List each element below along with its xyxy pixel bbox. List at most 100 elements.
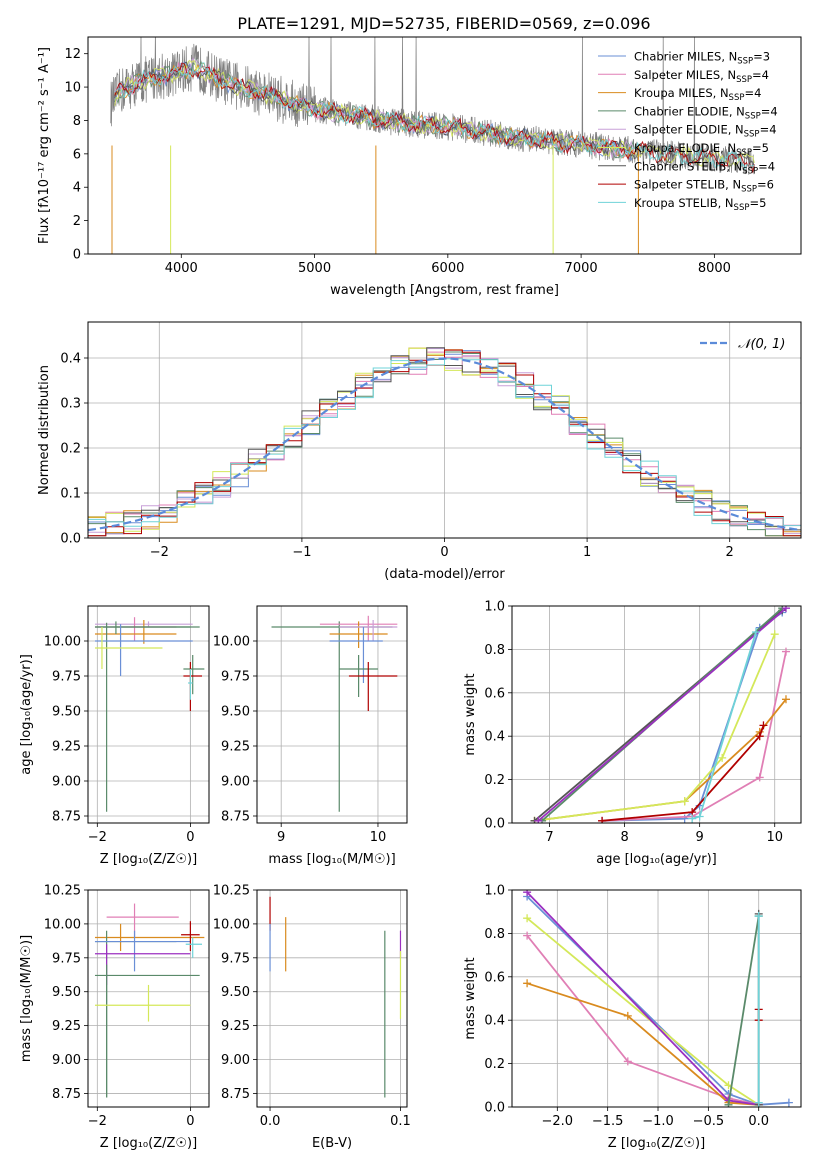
errorbar-point [329,621,388,648]
y-tick-label: 9.00 [221,775,250,790]
weight-point-marker [598,816,607,823]
y-tick-label: 10.00 [213,635,250,650]
weight-point-marker [523,979,532,988]
errorbar-point [94,984,191,1022]
y-tick-label: 0.2 [484,773,505,788]
y-tick-label: 9.75 [221,951,250,966]
x-tick-label: −2.0 [542,1114,574,1129]
x-tick-label: 7000 [565,261,598,276]
plots-layer: 4000 5000 6000 7000 8000024681012wavelength … [19,36,802,1152]
legend-label-6: Kroupa ELODIE, NSSP=5 [634,141,769,158]
errorbar-point [271,621,393,812]
axes-frame [87,36,802,255]
weight-point-marker [751,628,760,637]
x-tick-label: 6000 [431,261,464,276]
chart-mass_vs_Z: −2 0 8.75 9.00 9.25 9.50 9.75 10.00 10.25 Z [log₁… [19,884,210,1151]
y-tick-label: 10.00 [44,635,81,650]
errorbar-point [185,937,203,958]
x-axis-label: wavelength [Angstrom, rest frame] [330,283,559,298]
weight-point-marker [680,797,689,806]
gaussian-reference-line [88,357,801,532]
legend-label-1: Chabrier MILES, NSSP=3 [634,50,770,67]
plot-area-mass_vs_ebv [257,890,407,1107]
y-tick-label: 0.8 [484,643,505,658]
y-tick-label: 8.75 [52,1087,81,1102]
chart-residuals: −2 −1 0 1 2 0.0 0.1 0.2 0.3 0.4 (data-model)/error… [37,321,802,582]
y-tick-label: 8.75 [221,1087,250,1102]
errorbar-point [329,627,383,683]
legend-label-2: Salpeter MILES, NSSP=4 [634,68,769,85]
weight-point-marker [688,814,697,823]
legend-label-3: Kroupa MILES, NSSP=4 [634,86,761,103]
weight-point-marker [755,732,764,741]
y-tick-label: 9.00 [52,1053,81,1068]
x-tick-label: 9 [696,830,704,845]
plot-area-spectrum [110,37,755,254]
weight-point-marker [523,931,532,940]
chart-weight_vs_age: 7 8 9 10 0.0 0.2 0.4 0.6 0.8 1.0 age [log₁₀(age/yr… [463,600,802,867]
weight-point-marker [754,912,763,921]
y-tick-label: 10.00 [213,917,250,932]
x-tick-label: 0 [186,1114,194,1129]
errorbar-point [339,620,398,641]
chart-spectrum: 4000 5000 6000 7000 8000 0 2 4 6 8 10 12 wavelength … [37,36,802,298]
chart-age_vs_Z: −2 0 8.75 9.00 9.25 9.50 9.75 10.00 Z [log₁₀(Z/Z… [19,605,210,867]
x-axis-label: mass [log₁₀(M/M☉)] [268,852,395,867]
y-tick-label: 8.75 [52,810,81,825]
weight-series-line-1 [602,611,783,822]
y-tick-label: 1.0 [484,884,505,899]
y-tick-label: 0.4 [484,730,505,745]
weight-point-marker [781,695,790,704]
y-axis-label: Flux [fλ10⁻¹⁷ erg cm⁻² s⁻¹ A⁻¹] [37,47,52,244]
y-tick-label: 0.1 [60,487,81,502]
weight-series-line-5 [526,891,759,1106]
axes-frame [87,889,210,1108]
y-tick-label: 9.75 [221,670,250,685]
weight-point-marker [754,1098,763,1107]
y-tick-label: 9.75 [52,951,81,966]
weight-point-marker [718,753,727,762]
errorbar-point [94,923,205,952]
y-tick-label: 0 [73,248,81,263]
y-tick-label: 9.25 [52,740,81,755]
weight-point-marker [755,773,764,782]
plot-area-mass_vs_Z [88,890,209,1107]
y-tick-label: 8.75 [221,810,250,825]
y-tick-label: 10.25 [44,884,81,899]
errorbar-point [183,655,205,695]
figure-title: PLATE=1291, MJD=52735, FIBERID=0569, z=0… [237,14,650,33]
x-tick-label: 9 [277,830,285,845]
weight-point-marker [695,812,704,821]
x-tick-label: 1 [583,545,591,560]
y-axis-label: mass [log₁₀(M/M☉)] [19,935,34,1062]
histogram-step-9 [88,358,801,527]
y-tick-label: 10 [64,81,81,96]
errorbar-point [106,903,179,938]
weight-point-marker [781,606,790,613]
y-axis-label: Normed distribution [37,365,52,495]
y-tick-label: 2 [73,214,81,229]
errorbar-point [94,944,191,985]
x-tick-label: −2 [88,830,107,845]
axes-frame [256,889,408,1108]
y-tick-label: 9.25 [52,1019,81,1034]
x-tick-label: 0.0 [748,1114,769,1129]
weight-point-marker [534,816,543,823]
legend-gaussian-label: 𝒩(0, 1) [738,337,785,352]
legend-label-9: Kroupa STELIB, NSSP=5 [634,196,766,213]
weight-point-marker [784,1098,793,1107]
x-tick-label: 8 [620,830,628,845]
chart-mass_vs_ebv: 0.0 0.1 8.75 9.00 9.25 9.50 9.75 10.00 10.25 E(B-… [213,884,411,1152]
weight-series-line-3 [526,982,759,1106]
plot-area-weight_vs_Z [512,890,801,1107]
x-tick-label: −2 [150,545,169,560]
y-tick-label: 0.4 [60,352,81,367]
axes-frame [256,605,408,824]
legend-label-7: Chabrier STELIB, NSSP=4 [634,159,775,176]
y-tick-label: 9.00 [221,1053,250,1068]
plot-area-residuals [88,322,801,538]
x-tick-label: 0.0 [260,1114,281,1129]
x-tick-label: 0 [186,830,194,845]
